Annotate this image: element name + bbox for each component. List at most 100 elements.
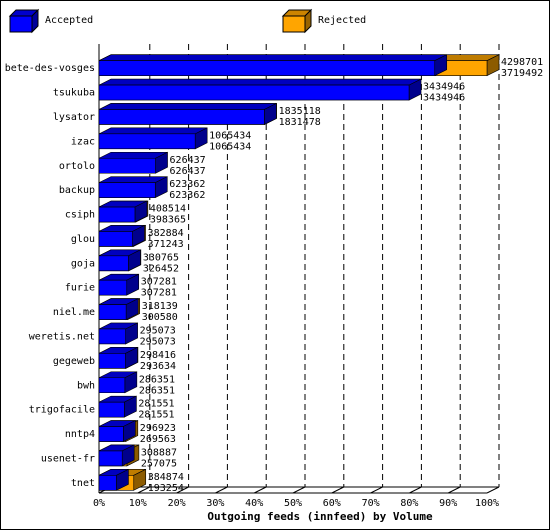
y-tick-label: bwh — [77, 380, 95, 391]
value-label: 1065434 — [209, 141, 251, 152]
value-label: 308887 — [141, 447, 177, 458]
y-tick-label: trigofacile — [29, 405, 95, 416]
bar-accepted — [98, 468, 129, 491]
bar-accepted-face — [98, 157, 156, 174]
x-tick — [292, 486, 306, 494]
legend-swatch — [9, 15, 33, 33]
bar-accepted-face — [98, 353, 126, 369]
value-label: 626437 — [170, 166, 206, 177]
y-tick-label: backup — [59, 185, 95, 196]
x-tick-label: 20% — [168, 498, 186, 509]
bar-accepted — [98, 371, 138, 394]
x-tick-label: 80% — [400, 498, 418, 509]
value-label: 1065434 — [209, 130, 251, 141]
bar-accepted — [98, 151, 168, 174]
value-label: 623362 — [169, 179, 205, 190]
value-label: 257075 — [141, 458, 177, 469]
x-tick — [331, 486, 345, 494]
y-tick-label: nntp4 — [65, 429, 95, 440]
legend-label: Accepted — [45, 15, 93, 26]
bar-accepted-face — [98, 78, 422, 86]
bar-accepted — [98, 54, 448, 77]
bar-accepted-face — [98, 182, 156, 198]
bar-accepted — [98, 420, 136, 443]
y-tick-label: weretis.net — [29, 331, 95, 342]
x-tick-label: 90% — [439, 498, 457, 509]
bar-accepted — [98, 273, 140, 296]
x-tick-label: 100% — [475, 498, 499, 509]
x-tick-label: 40% — [245, 498, 263, 509]
y-tick-label: tsukuba — [53, 88, 95, 99]
legend-swatch — [282, 15, 306, 33]
value-label: 286351 — [139, 374, 175, 385]
value-label: 269563 — [140, 434, 176, 445]
x-tick-label: 60% — [323, 498, 341, 509]
bar-accepted — [98, 322, 138, 345]
value-label: 398365 — [150, 215, 186, 226]
x-tick — [176, 486, 189, 494]
bar-accepted-face — [98, 450, 123, 467]
bar-accepted-face — [98, 127, 208, 135]
bar-accepted — [98, 200, 148, 223]
y-tick-label: ortolo — [59, 161, 95, 172]
value-label: 4298701 — [501, 57, 543, 68]
bar-accepted-face — [98, 475, 117, 491]
y-tick-label: usenet-fr — [41, 453, 95, 464]
x-axis-label: Outgoing feeds (innfeed) by Volume — [207, 510, 433, 523]
y-tick-label: gegeweb — [53, 356, 95, 367]
value-label: 623362 — [169, 190, 205, 201]
x-tick-label: 50% — [284, 498, 302, 509]
y-tick-label: glou — [71, 234, 95, 245]
y-tick-label: niel.me — [53, 307, 95, 318]
bar-accepted-face — [98, 255, 129, 272]
bar-accepted-face — [98, 304, 127, 320]
value-label: 3719492 — [501, 68, 543, 79]
bar-accepted-face — [98, 60, 436, 76]
y-tick-label: izac — [71, 136, 95, 147]
x-tick-label: 30% — [206, 498, 224, 509]
bar-accepted-face — [98, 279, 128, 296]
value-label: 300580 — [142, 312, 178, 323]
legend-label: Rejected — [318, 15, 366, 26]
value-label: 326452 — [143, 263, 179, 274]
bar-accepted — [98, 102, 277, 125]
bar-accepted-face — [98, 54, 447, 61]
value-label: 281551 — [138, 399, 174, 410]
value-label: 295073 — [140, 336, 176, 347]
y-tick-label: csiph — [65, 210, 95, 221]
value-label: 307281 — [141, 288, 177, 299]
x-tick-label: 0% — [93, 498, 105, 509]
x-tick — [409, 486, 422, 494]
y-tick-label: furie — [65, 283, 95, 294]
bar-accepted-face — [98, 206, 136, 223]
x-tick — [370, 486, 383, 494]
x-tick — [215, 486, 228, 494]
value-label: 408514 — [150, 204, 186, 215]
x-tick — [447, 486, 461, 494]
value-label: 3434946 — [423, 82, 465, 93]
value-label: 286351 — [139, 385, 175, 396]
value-label: 1835118 — [279, 106, 321, 117]
value-label: 193254 — [148, 483, 184, 494]
value-label: 626437 — [170, 155, 206, 166]
value-label: 296923 — [140, 423, 176, 434]
bar-accepted-face — [98, 401, 125, 418]
bar-accepted-face — [98, 426, 124, 442]
bar-accepted — [98, 444, 135, 467]
bar-accepted — [98, 78, 422, 101]
bar-accepted-face — [98, 231, 133, 247]
bar-accepted — [98, 224, 145, 247]
y-tick-label: lysator — [53, 112, 95, 123]
bar-accepted-face — [98, 84, 410, 101]
value-label: 295073 — [140, 325, 176, 336]
y-tick-label: bete-des-vosges — [5, 63, 95, 74]
bar-accepted-face — [98, 133, 196, 150]
value-label: 384874 — [148, 472, 184, 483]
y-tick-label: tnet — [71, 478, 95, 489]
x-tick — [253, 486, 267, 494]
bar-accepted-face — [98, 103, 277, 110]
value-label: 298416 — [140, 350, 176, 361]
x-tick-label: 70% — [362, 498, 380, 509]
bar-accepted-face — [98, 109, 265, 125]
